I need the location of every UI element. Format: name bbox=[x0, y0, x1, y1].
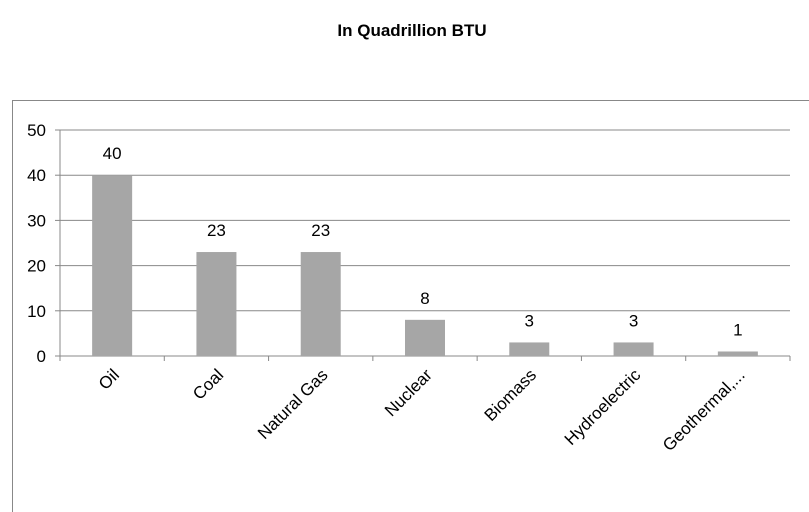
bar bbox=[405, 319, 445, 356]
y-tick-label: 30 bbox=[27, 211, 46, 230]
data-label: 3 bbox=[629, 311, 638, 330]
bar bbox=[509, 342, 550, 356]
bar bbox=[717, 351, 758, 356]
data-label: 23 bbox=[311, 221, 330, 240]
bar bbox=[300, 252, 341, 356]
y-tick-label: 40 bbox=[27, 166, 46, 185]
data-label: 40 bbox=[103, 144, 122, 163]
data-label: 3 bbox=[525, 311, 534, 330]
y-tick-label: 20 bbox=[27, 257, 46, 276]
y-tick-label: 50 bbox=[27, 121, 46, 140]
bar bbox=[613, 342, 654, 356]
chart-title: In Quadrillion BTU bbox=[337, 21, 486, 40]
data-label: 23 bbox=[207, 221, 226, 240]
bar bbox=[196, 252, 237, 356]
bar bbox=[92, 175, 133, 356]
data-label: 8 bbox=[420, 289, 429, 308]
data-label: 1 bbox=[733, 320, 742, 339]
chart-frame bbox=[12, 100, 809, 512]
y-tick-label: 0 bbox=[37, 347, 46, 366]
y-tick-label: 10 bbox=[27, 302, 46, 321]
